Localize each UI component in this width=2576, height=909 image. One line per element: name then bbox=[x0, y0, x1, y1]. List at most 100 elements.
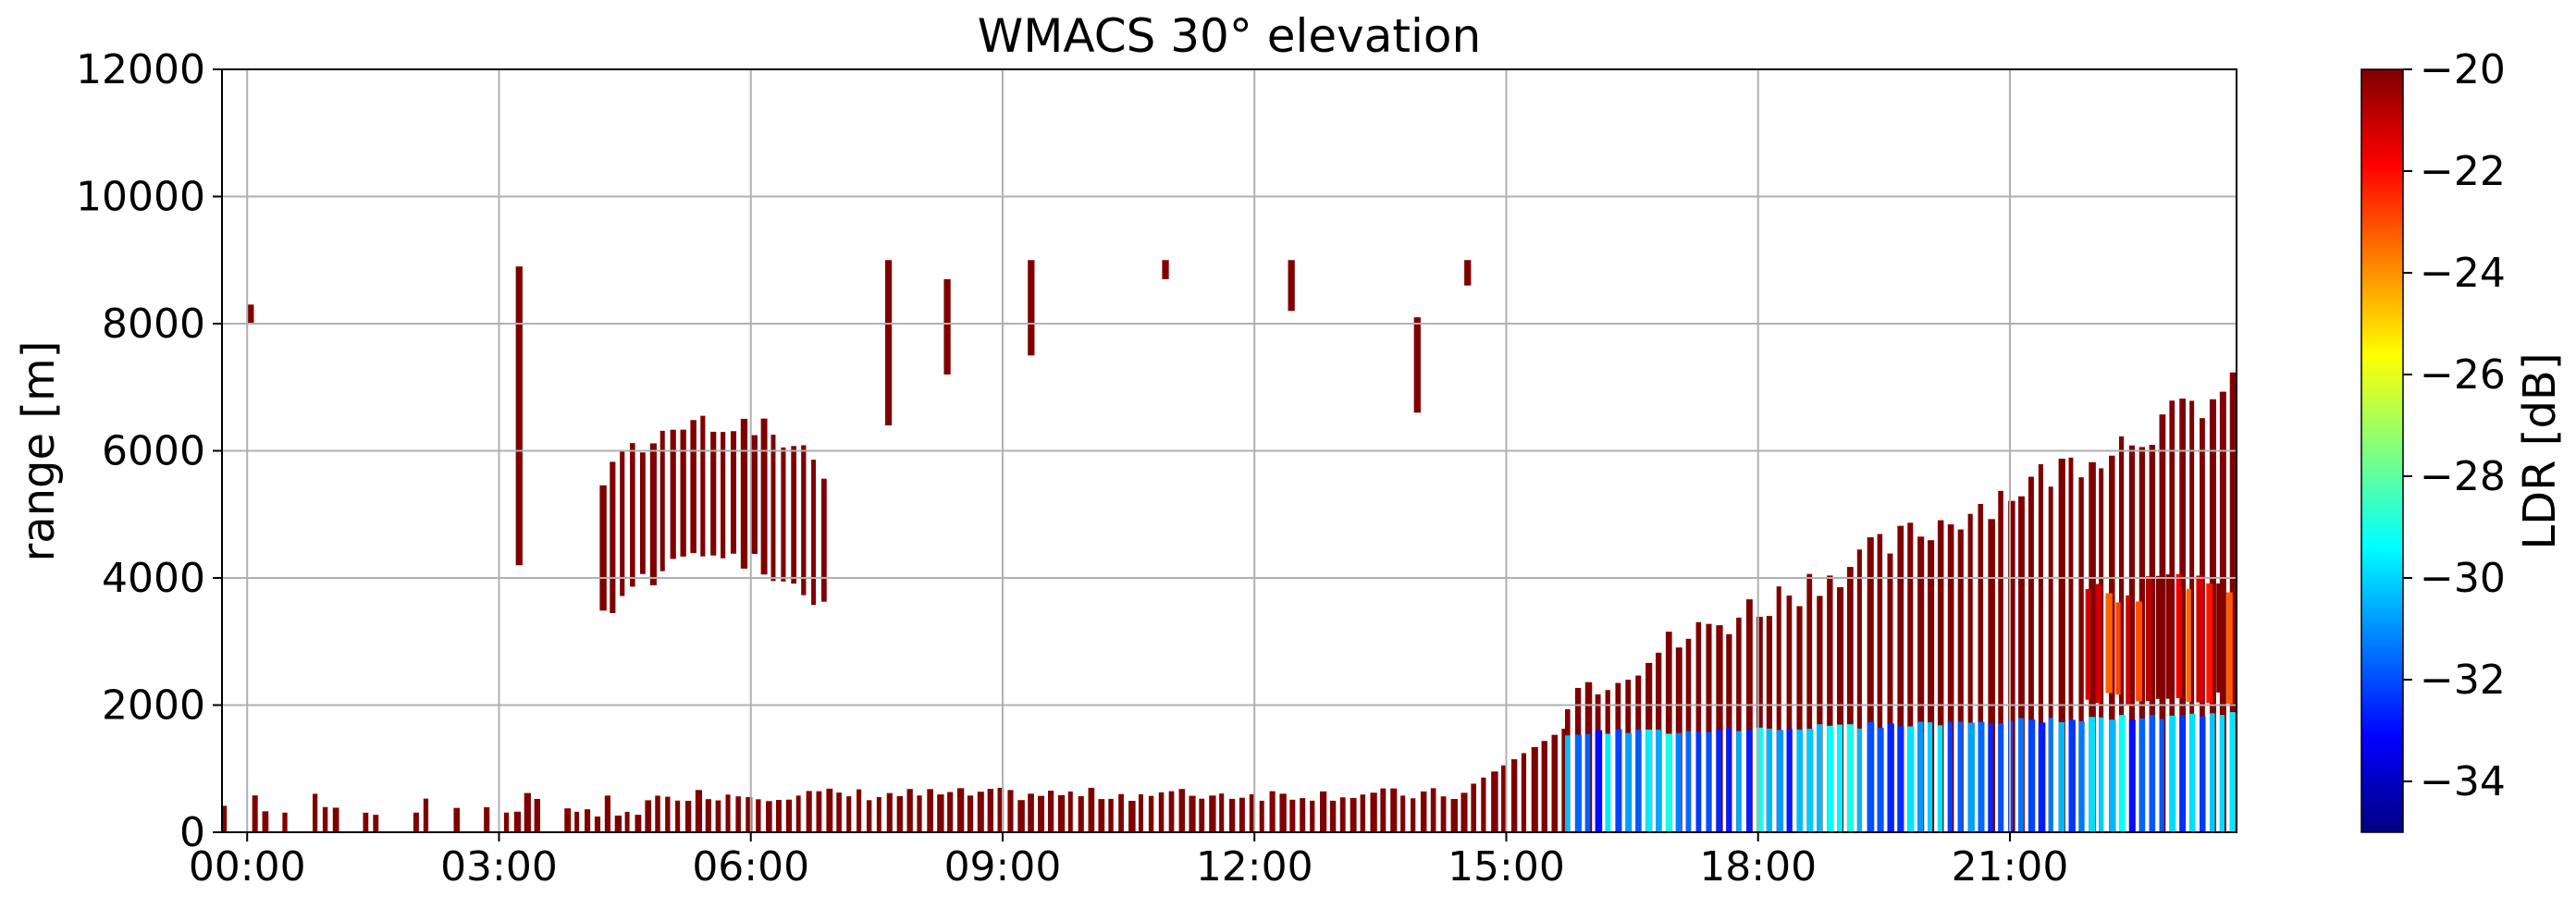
region-4-stripe bbox=[2165, 574, 2173, 699]
region-2-stripe bbox=[1756, 617, 1763, 832]
region-0-stripe bbox=[1450, 799, 1458, 832]
region-4-stripe bbox=[2126, 595, 2131, 706]
region-0-stripe bbox=[1561, 729, 1567, 832]
region-0-stripe bbox=[252, 795, 258, 832]
colorbar bbox=[2360, 68, 2404, 833]
region-0-stripe bbox=[1420, 791, 1427, 832]
region-3-stripe bbox=[1877, 727, 1884, 832]
region-0-stripe bbox=[503, 812, 510, 832]
region-1-stripe bbox=[770, 435, 776, 582]
region-4-stripe bbox=[2216, 583, 2224, 693]
region-1-stripe bbox=[781, 447, 786, 582]
colorbar-label: LDR [dB] bbox=[2514, 352, 2566, 549]
region-0-stripe bbox=[937, 794, 944, 832]
region-3-stripe bbox=[1675, 732, 1682, 832]
region-2-stripe bbox=[2048, 486, 2053, 832]
region-3-stripe bbox=[2058, 721, 2065, 832]
cloud-streak bbox=[515, 266, 523, 566]
region-0-stripe bbox=[1098, 799, 1105, 832]
region-0-stripe bbox=[453, 807, 461, 832]
plot-data bbox=[222, 260, 2237, 832]
y-tick-label: 6000 bbox=[102, 428, 205, 475]
region-0-stripe bbox=[1108, 798, 1114, 832]
y-tick-label: 12000 bbox=[76, 46, 205, 93]
region-3-stripe bbox=[1988, 722, 1993, 832]
region-0-stripe bbox=[1189, 795, 1196, 832]
region-0-stripe bbox=[775, 800, 782, 832]
region-0-stripe bbox=[1481, 777, 1486, 832]
region-0-stripe bbox=[1370, 792, 1377, 832]
region-3-stripe bbox=[1837, 724, 1843, 832]
region-3-stripe bbox=[1867, 721, 1875, 832]
region-2-stripe bbox=[1776, 586, 1781, 832]
region-2-stripe bbox=[1887, 553, 1893, 832]
region-0-stripe bbox=[363, 812, 369, 832]
region-2-stripe bbox=[2018, 496, 2025, 832]
region-2-stripe bbox=[1867, 537, 1874, 832]
region-3-stripe bbox=[1584, 733, 1591, 832]
region-0-stripe bbox=[977, 792, 984, 832]
region-0-stripe bbox=[876, 796, 881, 832]
y-tick-label: 8000 bbox=[102, 301, 205, 348]
region-0-stripe bbox=[695, 790, 703, 832]
y-axis-label: range [m] bbox=[13, 340, 65, 561]
region-0-stripe bbox=[1300, 798, 1306, 832]
region-2-stripe bbox=[2078, 477, 2084, 832]
region-2-stripe bbox=[1907, 522, 1914, 832]
region-0-stripe bbox=[675, 800, 681, 832]
y-tick-label: 0 bbox=[179, 809, 205, 856]
region-0-stripe bbox=[1430, 788, 1436, 832]
region-0-stripe bbox=[1521, 753, 1527, 832]
region-0-stripe bbox=[1038, 795, 1045, 832]
region-0-stripe bbox=[967, 795, 974, 832]
region-0-stripe bbox=[987, 789, 994, 832]
region-0-stripe bbox=[746, 797, 753, 832]
region-0-stripe bbox=[906, 789, 913, 832]
region-3-stripe bbox=[1786, 729, 1793, 832]
region-0-stripe bbox=[624, 811, 630, 832]
region-2-stripe bbox=[2089, 461, 2096, 832]
region-2-stripe bbox=[1796, 606, 1803, 832]
region-2-stripe bbox=[1665, 632, 1672, 832]
colorbar-ticks: −20 −22 −24 −26 −28 −30 −32 −34 bbox=[2403, 46, 2506, 805]
region-3-stripe bbox=[1937, 725, 1943, 832]
region-0-stripe bbox=[1259, 800, 1264, 832]
region-0-stripe bbox=[1007, 790, 1014, 832]
region-3-stripe bbox=[2028, 719, 2036, 832]
region-3-stripe bbox=[1766, 728, 1773, 832]
region-1-stripe bbox=[740, 418, 748, 569]
region-0-stripe bbox=[1551, 734, 1559, 832]
y-tick-label: 10000 bbox=[76, 174, 205, 221]
region-0-stripe bbox=[886, 792, 893, 832]
cloud-streak bbox=[1413, 317, 1421, 413]
region-1-stripe bbox=[690, 420, 696, 554]
cloud-streak bbox=[1162, 260, 1169, 279]
region-2-stripe bbox=[1846, 567, 1854, 832]
colorbar-tick-label: −26 bbox=[2420, 351, 2506, 399]
region-2-stripe bbox=[1786, 596, 1793, 832]
region-3-stripe bbox=[1856, 728, 1862, 832]
region-3-stripe bbox=[2089, 717, 2096, 832]
region-0-stripe bbox=[1400, 795, 1406, 832]
region-2-stripe bbox=[2159, 414, 2166, 832]
region-3-stripe bbox=[2068, 719, 2076, 832]
region-0-stripe bbox=[725, 794, 731, 832]
region-0-stripe bbox=[1390, 788, 1398, 832]
region-2-stripe bbox=[1766, 616, 1772, 832]
region-2-stripe bbox=[1917, 536, 1925, 832]
region-0-stripe bbox=[1320, 791, 1327, 832]
region-0-stripe bbox=[1168, 791, 1175, 832]
region-0-stripe bbox=[795, 795, 801, 832]
region-4-stripe bbox=[2175, 573, 2182, 699]
region-2-stripe bbox=[2099, 468, 2104, 832]
colorbar-tick-label: −30 bbox=[2420, 555, 2506, 602]
region-3-stripe bbox=[2048, 718, 2053, 832]
region-3-stripe bbox=[2149, 715, 2156, 832]
colorbar-tick-label: −28 bbox=[2420, 453, 2506, 500]
region-0-stripe bbox=[896, 795, 904, 832]
region-2-stripe bbox=[2179, 399, 2187, 832]
region-0-stripe bbox=[1360, 794, 1366, 832]
region-1-stripe bbox=[791, 446, 796, 584]
region-3-stripe bbox=[1907, 726, 1915, 832]
